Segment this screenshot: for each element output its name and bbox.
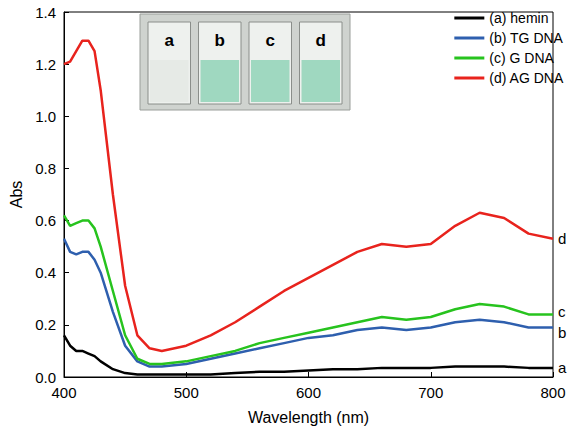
svg-text:0.6: 0.6: [35, 212, 56, 229]
svg-text:(d) AG DNA: (d) AG DNA: [489, 70, 564, 86]
svg-text:600: 600: [296, 384, 321, 401]
svg-text:c: c: [558, 303, 566, 320]
svg-text:d: d: [558, 230, 566, 247]
svg-text:0.0: 0.0: [35, 369, 56, 386]
svg-text:0.4: 0.4: [35, 264, 56, 281]
svg-text:Wavelength (nm): Wavelength (nm): [248, 409, 369, 426]
svg-text:a: a: [558, 359, 567, 376]
svg-text:1.4: 1.4: [35, 4, 56, 21]
svg-text:c: c: [266, 31, 275, 50]
svg-text:1.2: 1.2: [35, 56, 56, 73]
svg-text:b: b: [215, 31, 225, 50]
svg-text:400: 400: [51, 384, 76, 401]
svg-text:a: a: [165, 31, 175, 50]
svg-text:0.8: 0.8: [35, 160, 56, 177]
svg-text:b: b: [558, 324, 566, 341]
svg-text:1.0: 1.0: [35, 108, 56, 125]
svg-text:500: 500: [174, 384, 199, 401]
svg-text:800: 800: [540, 384, 565, 401]
svg-text:700: 700: [418, 384, 443, 401]
svg-text:0.2: 0.2: [35, 316, 56, 333]
svg-text:(c) G DNA: (c) G DNA: [489, 50, 554, 66]
svg-text:(a) hemin: (a) hemin: [489, 10, 548, 26]
svg-text:Abs: Abs: [8, 181, 25, 209]
svg-text:(b) TG DNA: (b) TG DNA: [489, 30, 563, 46]
svg-text:d: d: [316, 31, 326, 50]
